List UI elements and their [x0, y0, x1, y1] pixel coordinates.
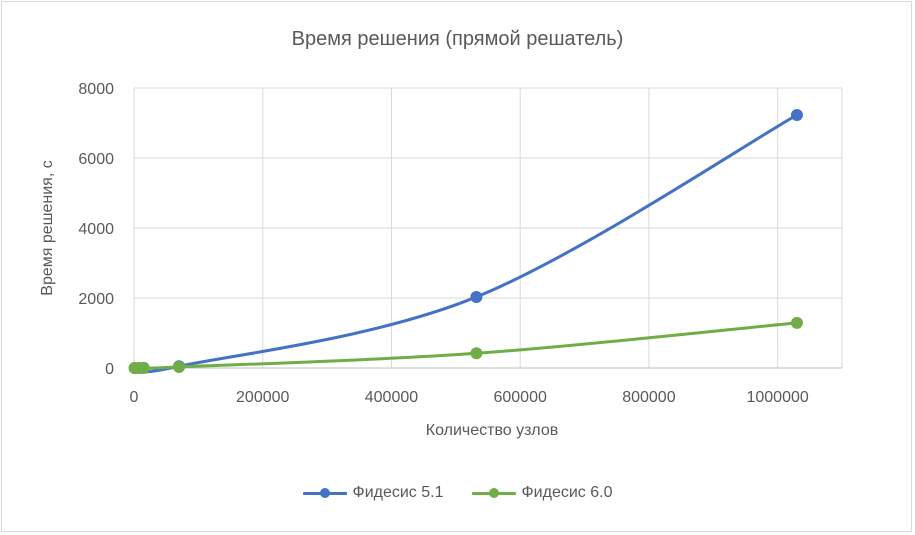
y-tick-label: 8000 — [78, 81, 114, 98]
y-tick-label: 2000 — [78, 291, 114, 308]
y-tick-label: 0 — [105, 361, 114, 378]
x-tick-label: 0 — [130, 389, 139, 406]
data-point-series-2 — [470, 347, 483, 360]
data-point-series-1 — [470, 290, 483, 303]
data-point-series-2 — [137, 361, 150, 374]
x-tick-label: 800000 — [622, 389, 675, 406]
legend-item-series-2[interactable]: Фидесис 6.0 — [471, 484, 613, 502]
x-tick-label: 400000 — [365, 389, 418, 406]
x-tick-label: 200000 — [236, 389, 289, 406]
tick-layer: 0 2000 4000 6000 8000 0 200000 400000 600000 8000… — [78, 81, 808, 406]
legend-label-series-2: Фидесис 6.0 — [521, 484, 613, 501]
x-tick-label: 1000000 — [746, 389, 808, 406]
series-layer — [128, 108, 803, 374]
series-line-2 — [134, 321, 798, 370]
chart-title: Время решения (прямой решатель) — [291, 28, 624, 50]
data-point-series-1 — [790, 108, 803, 121]
y-tick-label: 6000 — [78, 151, 114, 168]
legend: Фидесис 5.1 Фидесис 6.0 — [0, 484, 915, 502]
legend-marker-series-1 — [302, 486, 347, 500]
legend-item-series-1[interactable]: Фидесис 5.1 — [302, 484, 444, 502]
y-tick-label: 4000 — [78, 221, 114, 238]
x-tick-label: 600000 — [493, 389, 546, 406]
data-point-series-2 — [790, 316, 803, 329]
data-point-series-2 — [173, 360, 186, 373]
x-axis-label: Количество узлов — [425, 422, 559, 439]
legend-label-series-1: Фидесис 5.1 — [352, 484, 444, 501]
grid-layer — [133, 87, 843, 369]
legend-marker-series-2 — [471, 486, 516, 500]
